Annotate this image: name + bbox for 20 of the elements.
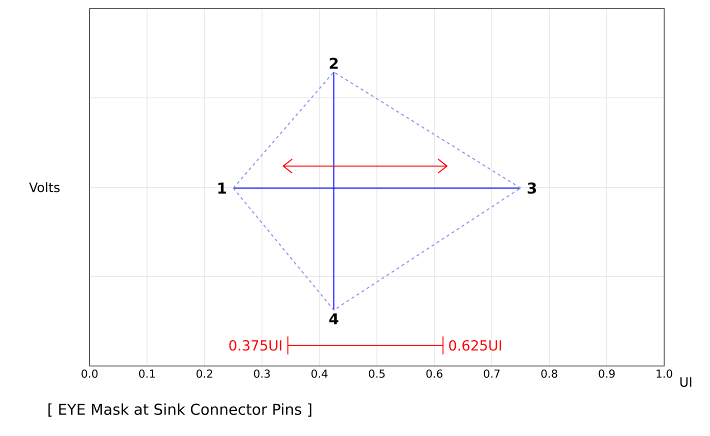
x-tick-label: 0.4 bbox=[311, 370, 328, 378]
y-axis-title: Volts bbox=[29, 182, 60, 192]
x-tick-label: 0.5 bbox=[368, 370, 385, 378]
x-tick-label: 0.6 bbox=[426, 370, 442, 378]
x-tick-label: 0.3 bbox=[254, 370, 270, 378]
x-axis-title: UI bbox=[680, 377, 692, 387]
annotation: 1 bbox=[218, 182, 226, 194]
annotation: 0.625UI bbox=[449, 340, 502, 351]
annotation: 2 bbox=[330, 58, 338, 69]
x-tick-label: 0.0 bbox=[82, 370, 98, 378]
annotation: 3 bbox=[528, 182, 536, 194]
annotation: 4 bbox=[329, 313, 338, 324]
x-tick-label: 0.8 bbox=[541, 370, 558, 378]
x-tick-label: 0.2 bbox=[196, 370, 212, 378]
x-tick-label: 0.1 bbox=[139, 370, 155, 378]
x-tick-label: 0.9 bbox=[598, 370, 615, 378]
text: [ EYE Mask at Sink Connector Pins ] bbox=[48, 403, 312, 417]
annotation: 0.375UI bbox=[229, 340, 282, 351]
x-tick-label: 0.7 bbox=[484, 370, 500, 378]
x-tick-label: 1.0 bbox=[656, 370, 672, 378]
